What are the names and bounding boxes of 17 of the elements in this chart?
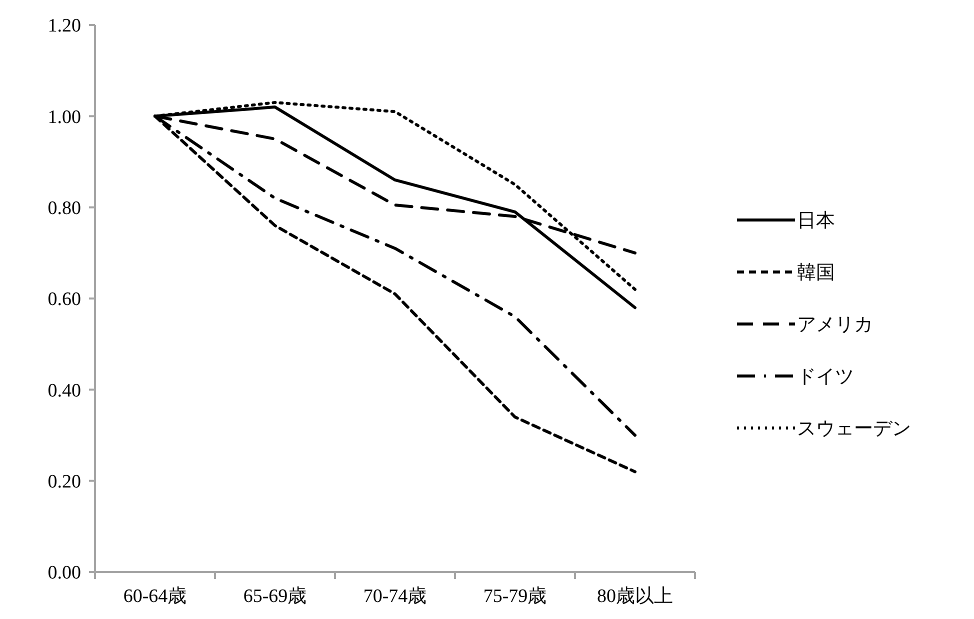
legend-label: アメリカ [797, 314, 873, 336]
y-tick-label: 1.00 [48, 106, 81, 128]
legend-label: 日本 [797, 210, 835, 232]
x-tick-label: 70-74歳 [363, 586, 427, 607]
y-tick-label: 0.40 [48, 380, 81, 402]
x-tick-label: 65-69歳 [243, 586, 307, 607]
x-tick-label: 75-79歳 [483, 586, 547, 607]
y-tick-label: 0.80 [48, 198, 81, 219]
x-tick-label: 60-64歳 [123, 586, 187, 607]
x-tick-label: 80歳以上 [597, 586, 673, 607]
y-tick-label: 1.20 [48, 16, 81, 37]
legend-label: 韓国 [797, 262, 835, 284]
legend-label: スウェーデン [797, 418, 911, 440]
legend-label: ドイツ [797, 366, 854, 388]
y-tick-label: 0.20 [48, 471, 81, 492]
y-tick-label: 0.00 [48, 562, 81, 584]
y-tick-label: 0.60 [48, 289, 81, 310]
